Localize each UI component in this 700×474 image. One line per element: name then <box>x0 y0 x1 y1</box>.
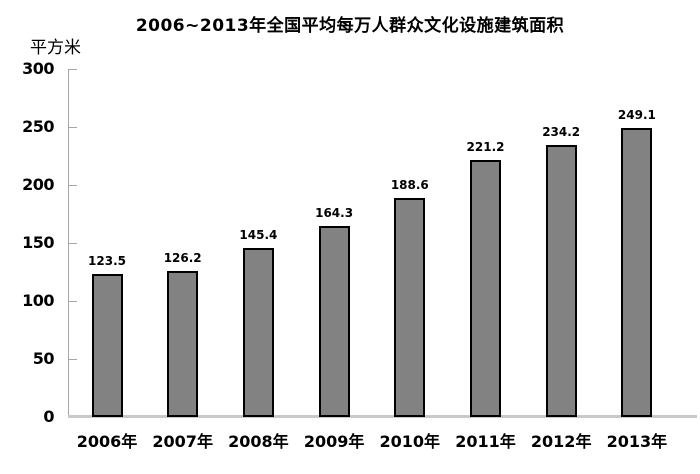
y-axis-line <box>68 69 69 417</box>
x-axis-tick-label-2012年: 2012年 <box>530 432 592 451</box>
y-axis-tick-150 <box>69 242 77 244</box>
bar-value-label-2011年: 221.2 <box>466 140 505 155</box>
bar-2010年 <box>394 198 426 417</box>
y-axis-tick-250 <box>69 126 77 128</box>
y-axis-tick-200 <box>69 184 77 186</box>
x-axis-tick-label-2011年: 2011年 <box>455 432 516 451</box>
y-axis-tick-label-150: 150 <box>22 233 54 252</box>
bar-value-label-2006年: 123.5 <box>88 253 126 268</box>
y-axis-tick-label-250: 250 <box>22 117 54 136</box>
plot-area: 123.5 2006年 126.2 2007年 145.4 2008年 164.3 2009年… <box>68 68 697 451</box>
chart-title: 2006~2013年全国平均每万人群众文化设施建筑面积 <box>135 16 565 36</box>
y-axis-tick-label-200: 200 <box>22 175 54 194</box>
bar-2006年 <box>91 273 123 417</box>
y-axis-tick-label-100: 100 <box>22 291 54 310</box>
y-axis-unit-label: 平方米 <box>30 38 81 58</box>
y-axis-tick-300 <box>69 68 77 70</box>
bar-value-label-2013年: 249.1 <box>617 108 656 123</box>
bar-value-label-2007年: 126.2 <box>163 250 202 265</box>
y-axis-tick-label-0: 0 <box>43 407 54 426</box>
bar-2007年 <box>167 270 199 417</box>
x-axis-tick-label-2006年: 2006年 <box>76 432 138 451</box>
x-axis-tick-label-2007年: 2007年 <box>152 432 213 451</box>
x-axis-tick-label-2013年: 2013年 <box>606 432 668 451</box>
bar-value-label-2009年: 164.3 <box>315 206 354 221</box>
x-axis-tick-label-2008年: 2008年 <box>228 432 289 451</box>
y-axis-tick-100 <box>69 300 77 302</box>
bar-2009年 <box>318 226 350 417</box>
bar-2013年 <box>621 128 653 417</box>
x-axis-line <box>68 415 697 418</box>
x-axis-tick-label-2009年: 2009年 <box>303 432 365 451</box>
bar-2012年 <box>545 145 577 417</box>
bar-value-label-2010年: 188.6 <box>390 178 429 193</box>
bar-value-label-2012年: 234.2 <box>542 125 581 140</box>
y-axis-tick-50 <box>69 358 77 360</box>
bar-2008年 <box>242 248 274 417</box>
y-axis-tick-label-300: 300 <box>22 59 54 78</box>
bar-2011年 <box>470 160 501 417</box>
bar-value-label-2008年: 145.4 <box>239 228 278 243</box>
y-axis-tick-label-50: 50 <box>32 349 55 368</box>
x-axis-tick-label-2010年: 2010年 <box>379 432 441 451</box>
